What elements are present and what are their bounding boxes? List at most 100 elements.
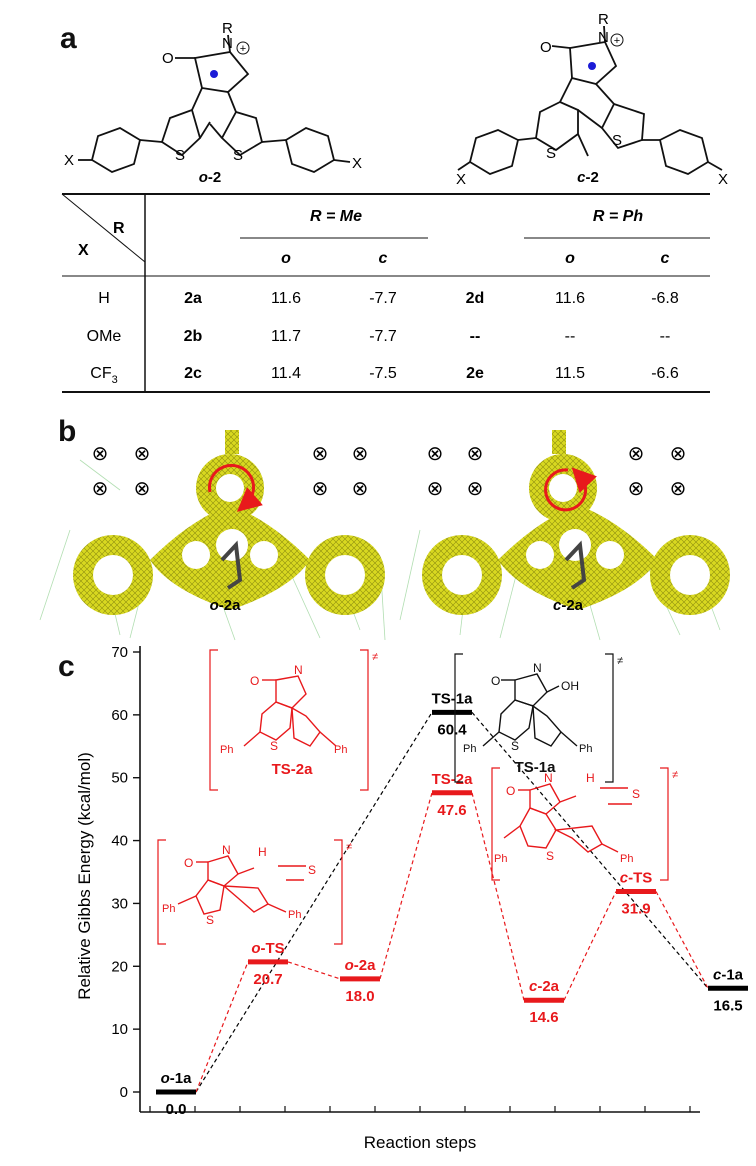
y-tick-label: 20 xyxy=(111,958,128,975)
level-name: TS-2a xyxy=(432,771,474,788)
table-row: CF3 2c 11.4 -7.5 2e 11.5 -6.6 xyxy=(90,365,679,386)
blue-dot-marker xyxy=(210,70,218,78)
ots-ph-left: Ph xyxy=(162,903,175,915)
o-2a-surface xyxy=(39,430,386,641)
otimes-marker: ⊗ xyxy=(670,443,687,465)
energy-level-o2a: o-2a 18.0 xyxy=(340,957,380,1005)
y-ticks: 0 10 20 30 40 50 60 70 xyxy=(111,646,140,1101)
otimes-marker: ⊗ xyxy=(427,443,444,465)
c2-oxygen: O xyxy=(540,39,552,56)
otimes-marker: ⊗ xyxy=(352,443,369,465)
c-2a-label: c-2a xyxy=(553,597,584,614)
cts-ph-right: Ph xyxy=(620,853,633,865)
table-cell-id1: 2c xyxy=(184,365,202,382)
table-cell-o1: 11.4 xyxy=(271,365,301,382)
pathway-segment xyxy=(471,792,525,1001)
ots-sulfur: S xyxy=(206,913,214,927)
ts2a-dagger: ≠ xyxy=(372,651,378,663)
level-value: 16.5 xyxy=(713,997,742,1014)
table-cell-id2: 2d xyxy=(466,290,485,307)
table-cell-c1: -7.5 xyxy=(369,365,397,382)
otimes-marker: ⊗ xyxy=(92,443,109,465)
magnetic-field-markers: ⊗ ⊗ ⊗ ⊗ ⊗ ⊗ ⊗ ⊗ ⊗ ⊗ ⊗ ⊗ ⊗ ⊗ ⊗ ⊗ xyxy=(92,443,687,500)
ts1a-nitrogen: N xyxy=(533,661,542,675)
energy-level-c2a: c-2a 14.6 xyxy=(524,978,564,1026)
cts-nitrogen: N xyxy=(544,771,553,785)
level-name: c-TS xyxy=(620,869,653,886)
table-cell-id2: -- xyxy=(470,328,481,345)
o2-sulfur-left: S xyxy=(175,147,185,164)
energy-profile-chart: 0 10 20 30 40 50 60 70 Relative Gibbs Energy (k… xyxy=(75,646,748,1152)
level-name: o-TS xyxy=(251,940,284,957)
table-cell-c1: -7.7 xyxy=(369,290,397,307)
table-cell-id1: 2b xyxy=(184,328,203,345)
o2-x-left: X xyxy=(64,152,74,169)
chart-axes: 0 10 20 30 40 50 60 70 xyxy=(111,646,700,1113)
ts1a-ph-right: Ph xyxy=(579,743,592,755)
o2-x-right: X xyxy=(352,155,362,172)
cts-sulfur: S xyxy=(546,849,554,863)
level-name: c-2a xyxy=(529,978,560,995)
subheader-c-ph: c xyxy=(661,250,670,267)
table-cell-x: OMe xyxy=(87,328,122,345)
ts1a-dagger: ≠ xyxy=(617,655,623,667)
o-2a-label: o-2a xyxy=(210,597,242,614)
otimes-marker: ⊗ xyxy=(352,478,369,500)
table-cell-o2: -- xyxy=(565,328,576,345)
ts2a-ph-left: Ph xyxy=(220,744,233,756)
blue-dot-marker-c2 xyxy=(588,62,596,70)
panel-a-letter: a xyxy=(60,22,77,55)
group-header-me: R = Me xyxy=(310,208,362,225)
pathway-lines xyxy=(195,711,709,1093)
ts2a-oxygen: O xyxy=(250,674,259,688)
subheader-o-ph: o xyxy=(565,250,575,267)
cts-hydrogen: H xyxy=(586,771,595,785)
ts-2a-structure: ≠ O N S Ph Ph TS-2a xyxy=(209,649,378,791)
pathway-segment xyxy=(195,712,433,1093)
otimes-marker: ⊗ xyxy=(134,478,151,500)
y-tick-label: 0 xyxy=(120,1084,128,1101)
plus-sign: + xyxy=(240,43,246,55)
level-value: 47.6 xyxy=(437,802,466,819)
y-axis-label: Relative Gibbs Energy (kcal/mol) xyxy=(75,752,94,1000)
ts1a-ph-left: Ph xyxy=(463,743,476,755)
level-name: o-1a xyxy=(161,1070,193,1087)
y-tick-label: 60 xyxy=(111,707,128,724)
table-cell-o1: 11.6 xyxy=(271,290,301,307)
energy-levels: o-1a 0.0 o-TS 20.7 o-2a 18.0 TS-1a 60.4 TS-2a 47.… xyxy=(156,690,748,1118)
y-tick-label: 70 xyxy=(111,646,128,661)
ots-ph-right: Ph xyxy=(288,909,301,921)
y-tick-label: 30 xyxy=(111,895,128,912)
energy-level-c1a: c-1a 16.5 xyxy=(708,966,748,1014)
c-2-structure xyxy=(457,25,723,175)
otimes-marker: ⊗ xyxy=(134,443,151,465)
table-cell-o2: 11.6 xyxy=(555,290,585,307)
o2-compound-label: o-2 xyxy=(199,169,222,186)
energy-level-oTS: o-TS 20.7 xyxy=(248,940,288,988)
level-value: 0.0 xyxy=(166,1101,187,1118)
o2-nitrogen: N xyxy=(222,35,233,52)
y-tick-label: 40 xyxy=(111,833,128,850)
ts1a-sulfur: S xyxy=(511,739,519,753)
pathway-segment xyxy=(195,961,249,1093)
group-header-ph: R = Ph xyxy=(593,208,643,225)
o-2-structure xyxy=(78,34,351,173)
otimes-marker: ⊗ xyxy=(427,478,444,500)
panel-b-letter: b xyxy=(58,415,77,448)
ts1a-oh: OH xyxy=(561,679,579,693)
ts-1a-structure: ≠ O N OH S Ph Ph TS-1a xyxy=(454,653,623,783)
ots-hydrogen: H xyxy=(258,845,267,859)
ts2a-sulfur: S xyxy=(270,739,278,753)
energy-level-TS1a: TS-1a 60.4 xyxy=(432,690,474,738)
ts2a-nitrogen: N xyxy=(294,663,303,677)
table-cell-id1: 2a xyxy=(184,290,202,307)
table-cell-x: CF3 xyxy=(90,365,117,386)
level-name: c-1a xyxy=(713,966,744,983)
table-cell-c2: -6.8 xyxy=(651,290,679,307)
otimes-marker: ⊗ xyxy=(467,478,484,500)
ots-oxygen: O xyxy=(184,856,193,870)
energy-table: R X R = Me R = Ph o c o c H 2a 11.6 -7.7 2d 1… xyxy=(61,193,710,393)
c2-x-left: X xyxy=(456,171,466,188)
level-value: 60.4 xyxy=(437,721,467,738)
plus-sign-c2: + xyxy=(614,35,620,47)
